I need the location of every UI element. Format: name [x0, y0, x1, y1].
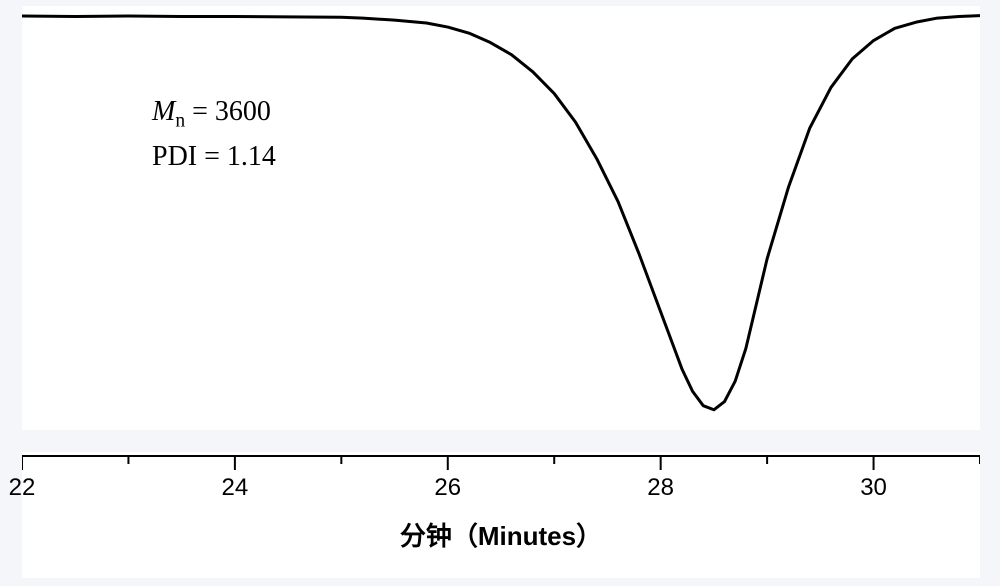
x-axis-area: 2224262830 分钟（Minutes） — [22, 452, 980, 578]
x-axis-label: 分钟（Minutes） — [400, 516, 602, 553]
x-tick-label: 22 — [9, 474, 36, 502]
gpc-chromatogram-figure: Mn = 3600 PDI = 1.14 22 24 26 28 30 分钟（Minut… — [0, 0, 1000, 586]
x-axis-label-cn: 分钟（ — [400, 522, 478, 551]
x-tick-label: 28 — [647, 474, 674, 502]
x-axis-svg — [22, 452, 980, 578]
plot-area: Mn = 3600 PDI = 1.14 — [22, 6, 980, 430]
x-tick-label: 24 — [222, 474, 249, 502]
x-axis-label-en: Minutes — [478, 521, 576, 551]
mn-annotation: Mn = 3600 — [152, 96, 271, 133]
x-tick-label: 26 — [434, 474, 461, 502]
gpc-trace-line — [22, 16, 980, 410]
mn-value: = 3600 — [185, 96, 271, 127]
x-axis-label-close: ） — [576, 522, 602, 551]
pdi-annotation: PDI = 1.14 — [152, 141, 276, 173]
mn-symbol: M — [152, 96, 175, 127]
gpc-trace-svg — [22, 6, 980, 430]
mn-subscript: n — [175, 111, 185, 132]
x-tick-label: 30 — [860, 474, 887, 502]
pdi-value: PDI = 1.14 — [152, 141, 276, 172]
